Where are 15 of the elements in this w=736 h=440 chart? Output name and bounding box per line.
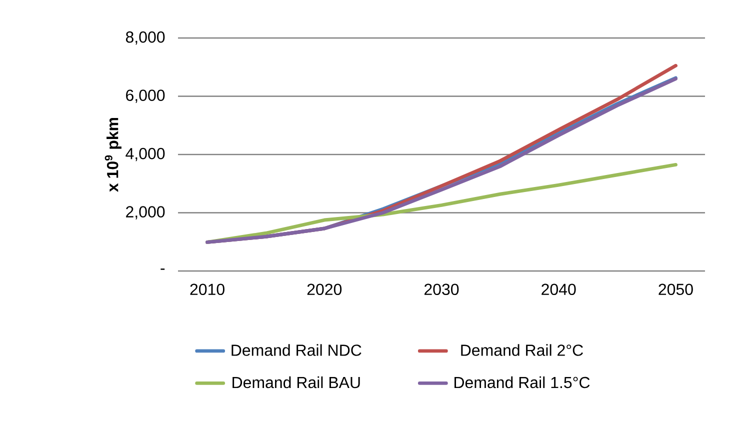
y-tick-label: 4,000 <box>126 148 165 162</box>
legend-label: Demand Rail NDC <box>232 344 362 356</box>
x-tick-label: 2010 <box>190 284 224 296</box>
legend-label: Demand Rail 1.5°C <box>454 376 590 388</box>
x-tick-label: 2040 <box>542 284 576 296</box>
y-axis-title: x 10$^{9}$ pkm <box>104 118 122 192</box>
x-tick-label: 2020 <box>307 284 342 296</box>
legend-label: Demand Rail BAU <box>232 376 360 388</box>
y-tick-label: - <box>160 268 165 270</box>
y-tick-label: 6,000 <box>126 90 165 103</box>
legend-label: Demand Rail 2°C <box>461 344 583 356</box>
x-tick-label: 2050 <box>658 284 693 296</box>
x-tick-label: 2030 <box>424 284 459 296</box>
y-tick-label: 8,000 <box>126 31 165 45</box>
y-tick-label: 2,000 <box>126 206 165 220</box>
